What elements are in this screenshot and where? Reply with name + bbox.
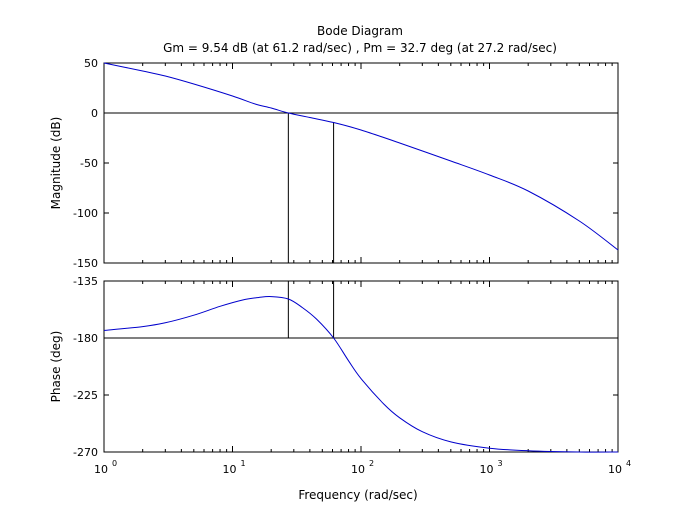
- x-tick-label-exponent: 1: [241, 459, 246, 468]
- phase-y-tick-label: -225: [73, 389, 98, 402]
- magnitude-y-tick-label: 50: [84, 57, 98, 70]
- x-tick-labels: 10 0 10 1 10 2 10 3 10 4: [94, 459, 631, 476]
- magnitude-axes-box: [103, 62, 619, 264]
- x-tick-label: 10: [480, 463, 494, 476]
- phase-axes-box: [103, 280, 619, 453]
- x-tick-label: 10: [608, 463, 622, 476]
- x-tick-label: 10: [351, 463, 365, 476]
- chart-title: Bode Diagram: [317, 24, 403, 38]
- phase-panel: -135 -180 -225 -270 Phase (deg): [49, 275, 619, 459]
- phase-curve: [103, 296, 619, 453]
- x-tick-label-exponent: 2: [369, 459, 374, 468]
- magnitude-y-tick-label: -150: [73, 257, 98, 270]
- chart-subtitle: Gm = 9.54 dB (at 61.2 rad/sec) , Pm = 32…: [163, 41, 557, 55]
- x-tick-label: 10: [223, 463, 237, 476]
- phase-y-tick-label: -270: [73, 446, 98, 459]
- magnitude-y-tick-label: -50: [80, 157, 98, 170]
- phase-y-tick-label: -180: [73, 332, 98, 345]
- magnitude-panel: 50 0 -50 -100 -150 Magnitude (dB): [49, 57, 619, 270]
- magnitude-y-axis-label: Magnitude (dB): [49, 117, 63, 210]
- magnitude-y-tick-label: -100: [73, 207, 98, 220]
- magnitude-curve: [103, 62, 619, 251]
- x-tick-label: 10: [94, 463, 108, 476]
- x-axis-label: Frequency (rad/sec): [298, 488, 417, 502]
- x-tick-label-exponent: 0: [112, 459, 117, 468]
- phase-y-axis-label: Phase (deg): [49, 331, 63, 403]
- x-tick-label-exponent: 4: [626, 459, 631, 468]
- phase-y-tick-label: -135: [73, 275, 98, 288]
- magnitude-y-tick-label: 0: [91, 107, 98, 120]
- x-tick-label-exponent: 3: [498, 459, 503, 468]
